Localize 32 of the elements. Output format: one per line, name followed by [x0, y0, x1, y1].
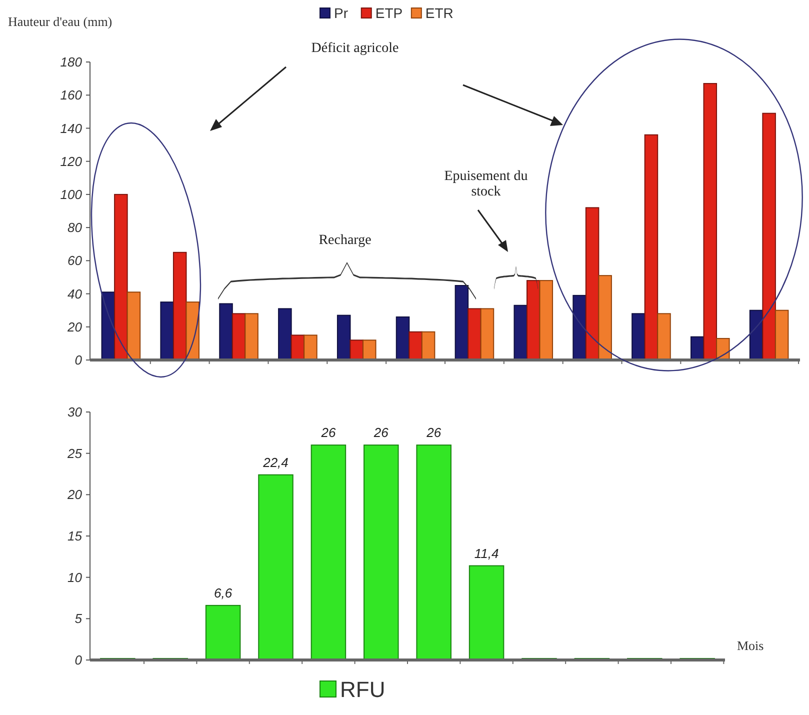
- data-label: 26: [320, 425, 336, 440]
- y-tick-label: 40: [68, 286, 83, 302]
- annotation: Recharge: [318, 233, 372, 248]
- y-axis-title: Hauteur d'eau (mm): [8, 14, 112, 29]
- y-tick-label: 120: [60, 154, 83, 169]
- y-tick-label: 80: [68, 220, 83, 236]
- y-tick-label: 180: [60, 54, 83, 70]
- y-tick-label: 25: [66, 446, 83, 461]
- annotation: Epuisement du stock: [444, 169, 528, 200]
- data-label: 11,4: [474, 546, 499, 561]
- legend-label: ETP: [375, 5, 403, 21]
- y-tick-label: 20: [66, 319, 83, 334]
- y-tick-label: 20: [66, 487, 83, 502]
- data-label: 26: [372, 425, 390, 440]
- legend-label: Pr: [334, 5, 348, 21]
- x-axis-title: Mois: [737, 638, 764, 653]
- y-tick-label: 140: [60, 120, 83, 136]
- y-tick-label: 15: [68, 528, 83, 544]
- y-tick-label: 30: [68, 404, 83, 420]
- y-tick-label: 60: [68, 253, 83, 268]
- legend-label: ETR: [425, 5, 454, 21]
- y-tick-label: 0: [74, 652, 83, 668]
- text: Déficit agricole: [311, 41, 399, 56]
- y-tick-label: 160: [60, 88, 83, 103]
- data-label: 6,6: [214, 585, 233, 600]
- y-tick-label: 10: [68, 570, 83, 585]
- y-tick-label: 0: [74, 352, 83, 368]
- y-tick-label: 100: [60, 186, 83, 202]
- y-tick-label: 5: [74, 611, 83, 626]
- legend-label: RFU: [340, 677, 386, 702]
- data-label: 26: [426, 425, 442, 440]
- data-label: 22,4: [262, 454, 288, 470]
